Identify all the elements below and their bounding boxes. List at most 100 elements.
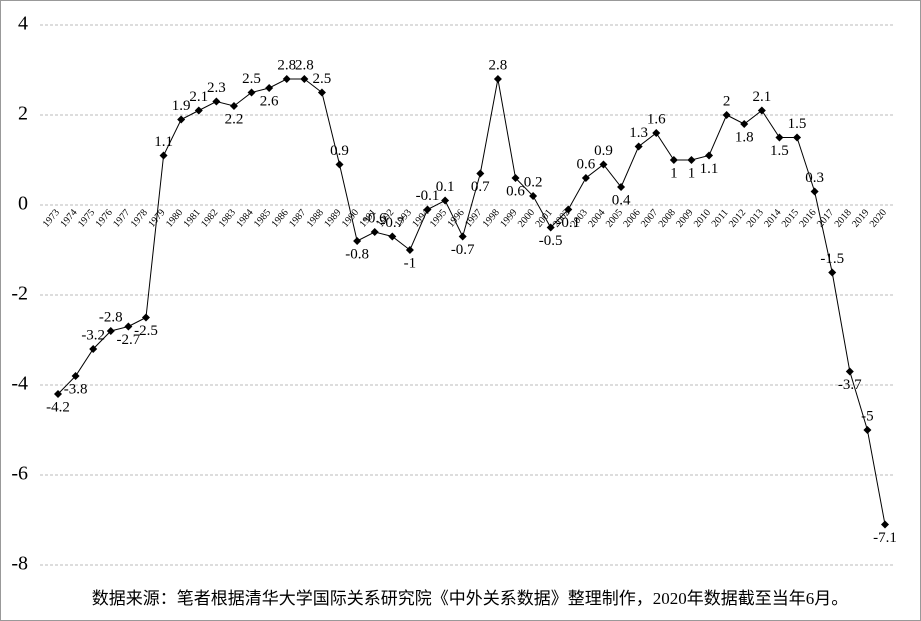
data-point	[476, 169, 485, 178]
data-point	[493, 75, 502, 83]
data-point	[177, 115, 186, 124]
data-point	[353, 237, 362, 245]
data-point	[54, 390, 62, 398]
data-point	[546, 223, 555, 232]
y-tick-label: 0	[18, 193, 28, 215]
data-point	[388, 232, 397, 241]
data-point	[247, 88, 256, 97]
data-point	[405, 246, 414, 254]
data-label: 2.1	[752, 89, 771, 105]
data-point	[652, 129, 661, 137]
data-point	[881, 520, 889, 529]
data-label: 1.1	[154, 134, 173, 150]
data-point	[124, 322, 133, 331]
y-tick-label: -4	[11, 373, 28, 395]
data-point	[793, 133, 802, 142]
data-label: 0.3	[805, 170, 824, 186]
data-label: 1.3	[629, 125, 648, 141]
data-point	[581, 174, 590, 182]
data-label: -2.5	[134, 323, 158, 339]
data-point	[300, 75, 309, 83]
data-label: 1.5	[770, 143, 789, 159]
data-point	[564, 205, 573, 214]
data-label: -4.2	[46, 399, 70, 415]
data-point	[722, 111, 731, 119]
data-point	[810, 187, 819, 196]
data-label: -7.1	[873, 530, 897, 546]
data-point	[757, 106, 766, 115]
data-label: -1.5	[820, 251, 844, 267]
data-label: 2.8	[277, 57, 296, 73]
data-label: 0.2	[524, 174, 543, 190]
data-point	[529, 192, 538, 200]
data-point	[71, 372, 80, 380]
data-label: -3.2	[81, 327, 105, 343]
data-point	[229, 102, 238, 110]
data-label: 1.1	[700, 161, 719, 177]
data-point	[265, 84, 274, 92]
data-label: 0.7	[471, 179, 490, 195]
source-note: 数据来源：笔者根据清华大学国际关系研究院《中外关系数据》整理制作，2020年数据…	[92, 589, 849, 608]
data-point	[458, 232, 467, 241]
data-point	[194, 106, 203, 115]
data-label: 0.6	[576, 156, 595, 172]
data-label: -5	[861, 408, 874, 424]
data-label: 0.6	[506, 183, 525, 199]
data-label: -0.7	[451, 242, 475, 258]
data-label: -1	[404, 255, 417, 271]
data-label: 2.2	[225, 111, 244, 127]
data-point	[441, 196, 450, 205]
data-label: -0.5	[539, 233, 563, 249]
data-point	[89, 345, 98, 353]
data-label: 1	[688, 165, 696, 181]
data-label: 1.6	[647, 111, 666, 127]
data-point	[740, 120, 749, 128]
data-label: 1.9	[172, 98, 191, 114]
y-tick-label: 2	[18, 103, 28, 125]
data-label: 1	[670, 165, 678, 181]
data-point	[617, 183, 626, 191]
data-label: 2.3	[207, 80, 226, 96]
y-tick-label: -8	[11, 553, 28, 575]
data-label: -0.7	[380, 215, 404, 231]
data-label: 2.8	[489, 57, 508, 73]
data-label: -0.6	[363, 210, 387, 226]
data-label: -0.1	[416, 188, 440, 204]
data-label: 2.6	[260, 93, 279, 109]
data-point	[106, 327, 115, 335]
data-point	[669, 156, 678, 164]
data-label: 2.8	[295, 57, 314, 73]
data-label: -0.8	[345, 246, 369, 262]
data-point	[845, 367, 854, 376]
data-point	[705, 151, 714, 160]
data-label: 2.1	[189, 89, 208, 105]
data-point	[159, 151, 168, 160]
y-tick-label: 4	[18, 13, 28, 35]
data-label: 0.9	[594, 143, 613, 159]
data-point	[634, 142, 643, 151]
data-point	[775, 133, 784, 142]
data-label: -0.1	[556, 215, 580, 231]
data-point	[370, 228, 379, 236]
data-point	[863, 426, 872, 434]
data-label: 0.1	[436, 179, 455, 195]
data-point	[282, 75, 291, 83]
data-point	[828, 268, 837, 277]
data-label: 0.4	[612, 192, 631, 208]
data-label: -3.7	[838, 377, 862, 393]
data-point	[511, 174, 520, 182]
data-point	[687, 156, 696, 164]
data-point	[212, 97, 221, 106]
data-label: -3.8	[64, 381, 88, 397]
data-point	[335, 160, 344, 169]
data-label: 2.5	[242, 71, 261, 87]
data-point	[599, 160, 608, 169]
data-point	[317, 88, 326, 97]
data-point	[141, 313, 150, 322]
data-label: -2.8	[99, 309, 123, 325]
data-label: 2	[723, 93, 731, 109]
data-point	[423, 205, 432, 214]
data-label: 1.5	[788, 116, 807, 132]
